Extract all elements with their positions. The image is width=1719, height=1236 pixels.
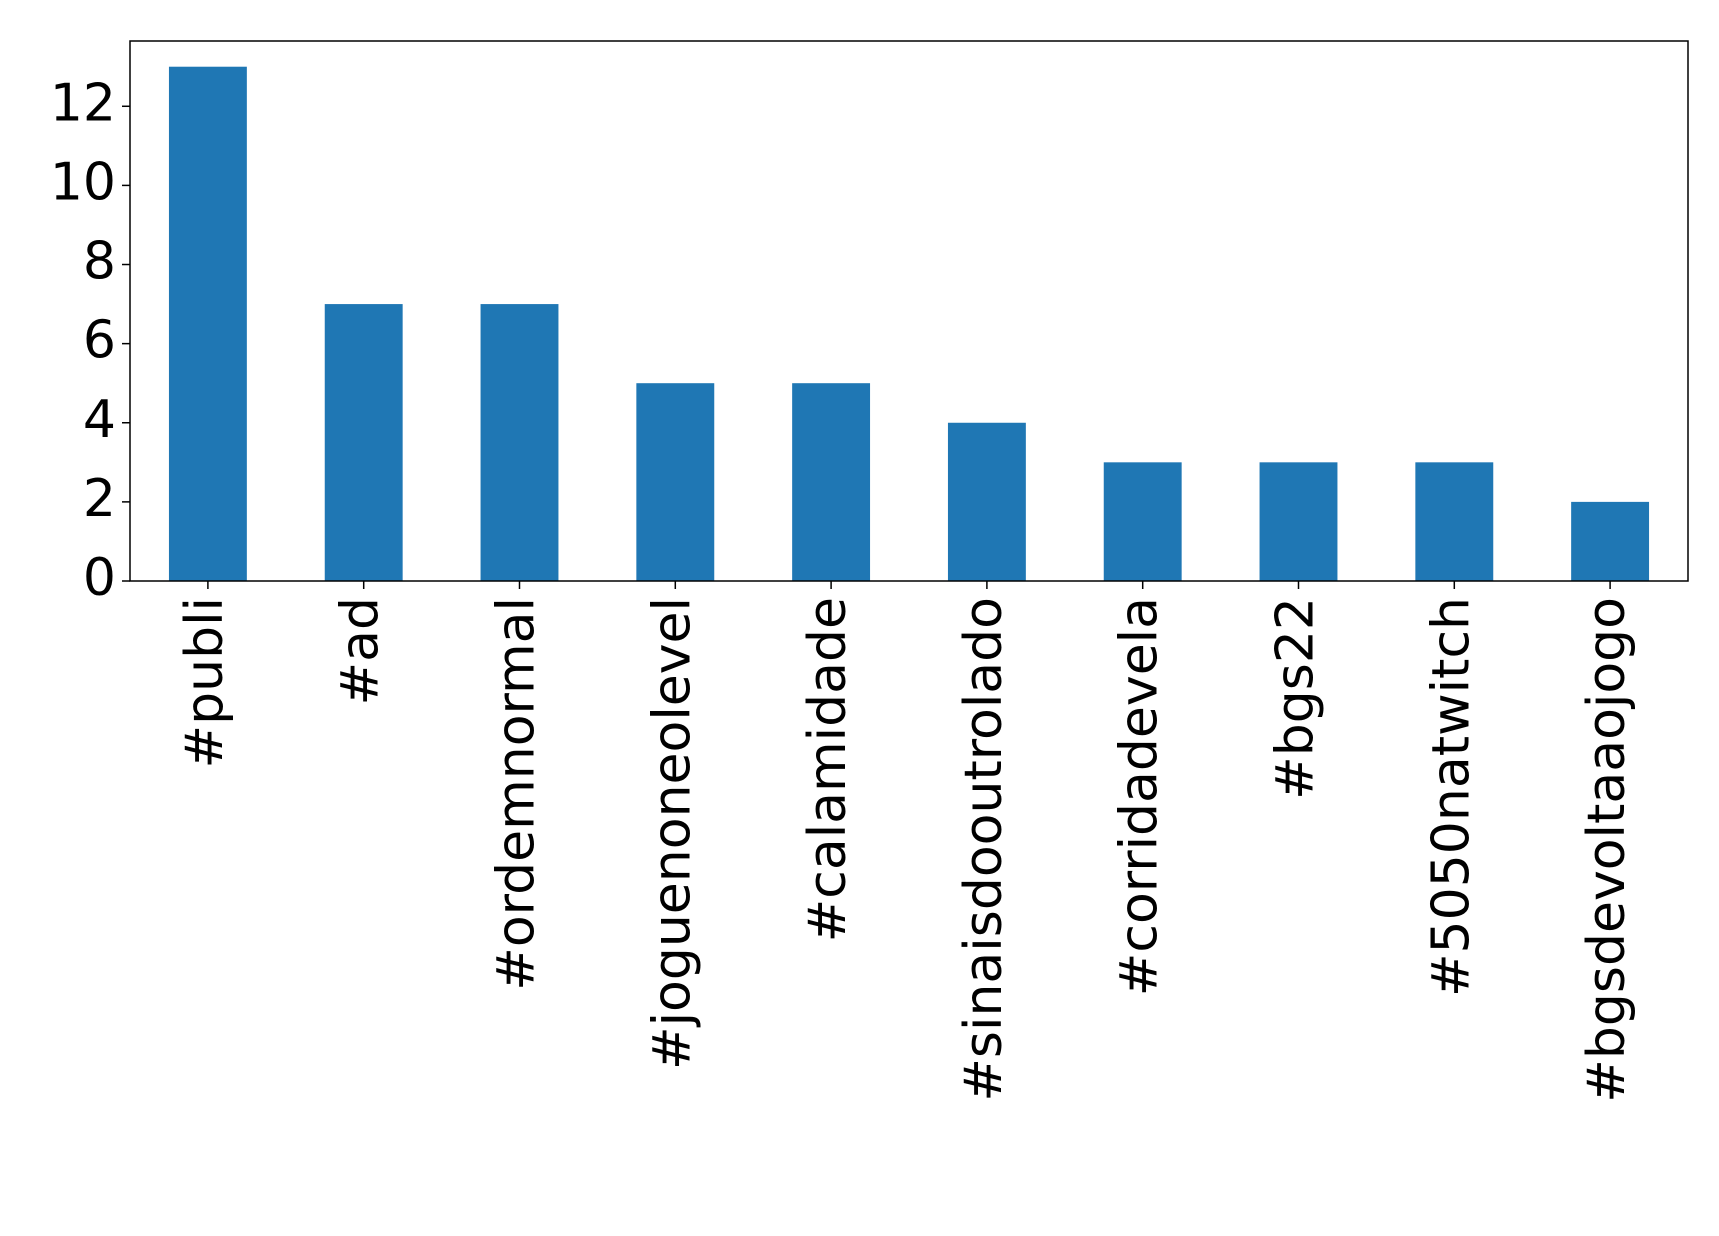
x-tick-label: #5050natwitch	[1421, 597, 1481, 997]
bar	[168, 66, 247, 581]
y-tick-label: 8	[83, 232, 116, 292]
bar	[947, 422, 1026, 581]
x-tick-label: #bgs22	[1266, 597, 1326, 800]
bar	[636, 383, 715, 581]
x-tick-label: #bgsdevoltaaojogo	[1577, 597, 1637, 1103]
y-tick-label: 2	[83, 469, 116, 529]
bar	[1103, 462, 1182, 581]
y-tick-label: 6	[83, 311, 116, 371]
bar	[324, 304, 403, 581]
y-tick-label: 0	[83, 548, 116, 608]
x-tick-label: #joguenoneolevel	[642, 597, 702, 1070]
y-tick-label: 10	[50, 152, 116, 212]
x-tick-label: #publi	[175, 597, 235, 768]
y-tick-label: 4	[83, 390, 116, 450]
x-tick-label: #sinaisdooutrolado	[954, 597, 1014, 1102]
x-tick-label: #corridadevela	[1110, 597, 1170, 996]
bar	[480, 304, 559, 581]
plot-frame	[129, 40, 1689, 582]
bar	[1571, 501, 1650, 581]
bar	[792, 383, 871, 581]
x-tick-label: #ad	[331, 597, 391, 705]
y-tick-label: 12	[50, 73, 116, 133]
bar	[1415, 462, 1494, 581]
bar	[1259, 462, 1338, 581]
x-tick-label: #ordemnormal	[487, 597, 547, 991]
x-tick-label: #calamidade	[798, 597, 858, 942]
